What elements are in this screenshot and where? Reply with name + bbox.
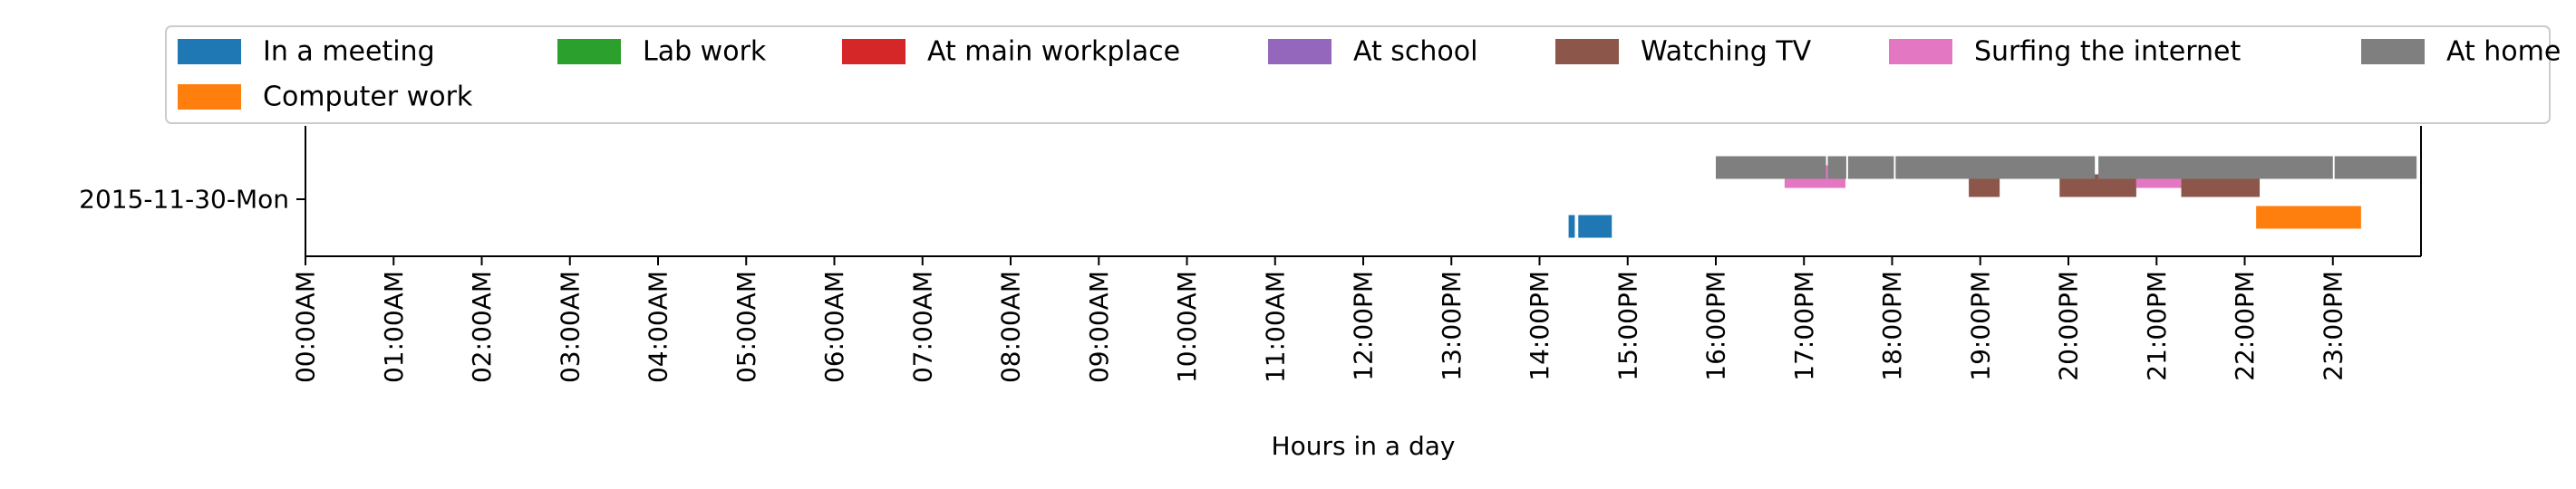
- x-tick-label: 17:00PM: [1789, 271, 1819, 381]
- bar-at-home-1: [1827, 156, 1846, 179]
- x-tick-label: 07:00AM: [907, 271, 937, 383]
- legend-label-lab-work: Lab work: [643, 36, 767, 68]
- legend: In a meeting Lab work At main workplace At …: [165, 25, 2561, 124]
- bar-at-home-0: [1716, 156, 1826, 179]
- legend-swatch-at-home: [2361, 39, 2425, 64]
- legend-label-computer-work: Computer work: [263, 82, 473, 113]
- legend-swatch-at-school: [1268, 39, 1332, 64]
- x-tick-label: 16:00PM: [1701, 271, 1731, 381]
- plot-area: [1568, 156, 2417, 238]
- x-tick-label: 09:00AM: [1084, 271, 1114, 383]
- legend-swatch-in-a-meeting: [178, 39, 241, 64]
- y-ticks: 2015-11-30-Mon: [79, 185, 305, 215]
- bar-in-a-meeting-1: [1578, 215, 1612, 238]
- x-tick-label: 10:00AM: [1172, 271, 1202, 383]
- x-tick-label: 12:00PM: [1349, 271, 1379, 381]
- x-tick-label: 23:00PM: [2318, 271, 2348, 381]
- legend-swatch-computer-work: [178, 84, 241, 110]
- x-tick-label: 05:00AM: [731, 271, 761, 383]
- x-ticks: 00:00AM 01:00AM 02:00AM 03:00AM 04:00AM 05:00…: [291, 256, 2348, 383]
- x-tick-label: 00:00AM: [291, 271, 321, 383]
- x-tick-label: 01:00AM: [379, 271, 409, 383]
- legend-frame: [165, 25, 2551, 124]
- x-tick-label: 02:00AM: [467, 271, 497, 383]
- legend-swatch-watching-tv: [1555, 39, 1619, 64]
- x-tick-label: 11:00AM: [1260, 271, 1290, 383]
- x-tick-label: 21:00PM: [2142, 271, 2172, 381]
- x-tick-label: 13:00PM: [1437, 271, 1467, 381]
- x-tick-label: 15:00PM: [1612, 271, 1642, 381]
- bar-at-home-4: [2098, 156, 2333, 179]
- legend-swatch-surfing-the-internet: [1889, 39, 1952, 64]
- legend-label-in-a-meeting: In a meeting: [263, 36, 435, 68]
- legend-swatch-at-main-workplace: [842, 39, 905, 64]
- legend-label-watching-tv: Watching TV: [1641, 36, 1812, 68]
- bar-computer-work-0: [2256, 206, 2361, 229]
- x-tick-label: 19:00PM: [1965, 271, 1995, 381]
- legend-label-surfing-the-internet: Surfing the internet: [1974, 36, 2241, 68]
- x-tick-label: 03:00AM: [555, 271, 585, 383]
- x-tick-label: 22:00PM: [2230, 271, 2260, 381]
- legend-label-at-main-workplace: At main workplace: [927, 36, 1180, 68]
- x-tick-label: 04:00AM: [644, 271, 673, 383]
- x-tick-label: 06:00AM: [819, 271, 849, 383]
- bar-at-home-3: [1895, 156, 2096, 179]
- bar-in-a-meeting-0: [1568, 215, 1575, 238]
- x-tick-label: 20:00PM: [2054, 271, 2084, 381]
- x-tick-label: 08:00AM: [996, 271, 1026, 383]
- y-tick-label: 2015-11-30-Mon: [79, 185, 289, 215]
- x-tick-label: 14:00PM: [1525, 271, 1554, 381]
- bar-at-home-2: [1847, 156, 1894, 179]
- legend-label-at-school: At school: [1353, 36, 1477, 68]
- legend-label-at-home: At home: [2446, 36, 2561, 68]
- bar-at-home-5: [2334, 156, 2417, 179]
- legend-swatch-lab-work: [557, 39, 621, 64]
- x-axis-label: Hours in a day: [1272, 431, 1456, 461]
- x-tick-label: 18:00PM: [1877, 271, 1907, 381]
